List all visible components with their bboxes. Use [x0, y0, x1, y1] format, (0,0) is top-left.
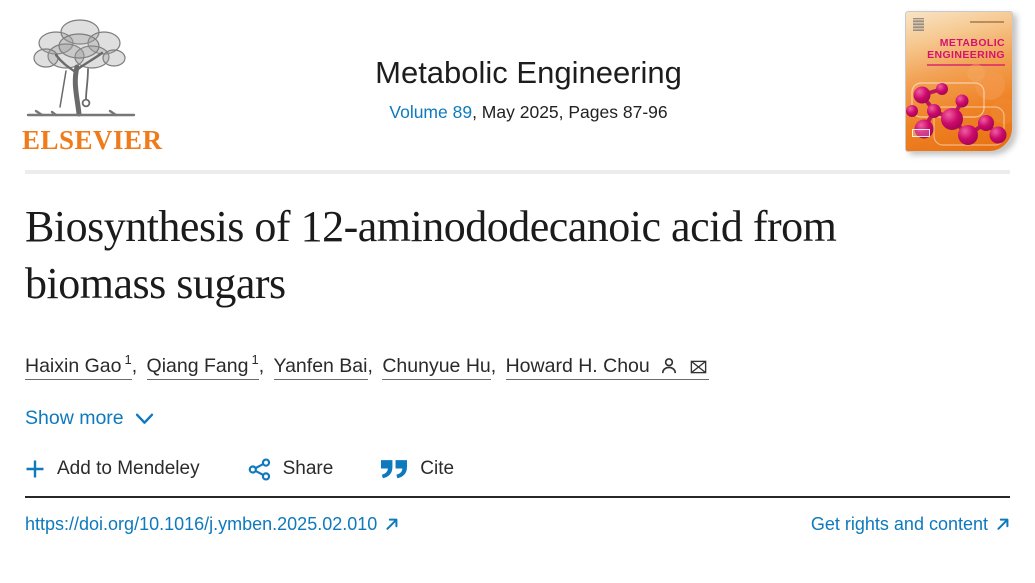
author-link[interactable]: Haixin Gao 1 [25, 352, 132, 380]
cite-quote-icon [381, 459, 408, 478]
author-affiliation-sup: 1 [124, 352, 132, 367]
author-name: Qiang Fang [146, 354, 249, 377]
author-link[interactable]: Qiang Fang 1 [146, 352, 259, 380]
author-separator: , [367, 354, 379, 377]
share-button[interactable]: Share [248, 457, 334, 481]
author-name: Haixin Gao [25, 354, 122, 377]
cite-button[interactable]: Cite [381, 458, 454, 480]
doi-text: https://doi.org/10.1016/j.ymben.2025.02.… [25, 513, 378, 534]
rights-text: Get rights and content [810, 513, 988, 534]
show-more-label: Show more [25, 406, 124, 429]
rights-link[interactable]: Get rights and content [811, 514, 1010, 535]
cover-journal-title: METABOLIC ENGINEERING [927, 37, 1005, 66]
author-affiliation-sup: 1 [251, 352, 259, 367]
author-separator: , [258, 354, 270, 377]
author-name: Yanfen Bai [273, 354, 368, 377]
share-icon [248, 457, 270, 481]
header-divider [25, 170, 1010, 174]
envelope-icon[interactable] [688, 358, 709, 376]
external-link-icon [997, 518, 1009, 530]
volume-link[interactable]: Volume 89 [389, 102, 473, 122]
elsevier-tree-icon [26, 19, 136, 117]
cover-issue-microtext [970, 21, 1004, 23]
show-more-button[interactable]: Show more [25, 407, 154, 430]
cover-subtitle-rule [927, 64, 1005, 66]
author-link[interactable]: Chunyue Hu [382, 354, 491, 380]
links-row: https://doi.org/10.1016/j.ymben.2025.02.… [25, 514, 1010, 535]
journal-banner: ELSEVIER Metabolic Engineering Volume 89… [0, 0, 1035, 156]
journal-title-link[interactable]: Metabolic Engineering [375, 55, 682, 90]
author-separator: , [490, 354, 502, 377]
article-header: Biosynthesis of 12-aminododecanoic acid … [0, 198, 1035, 481]
cover-society-logo [912, 129, 930, 137]
doi-link[interactable]: https://doi.org/10.1016/j.ymben.2025.02.… [25, 514, 399, 535]
journal-cover-thumbnail[interactable]: METABOLIC ENGINEERING [905, 11, 1013, 152]
author-name: Chunyue Hu [382, 354, 491, 377]
issue-info: , May 2025, Pages 87-96 [472, 102, 668, 122]
elsevier-logo[interactable]: ELSEVIER [22, 11, 163, 156]
plus-icon [26, 460, 44, 478]
author-link[interactable]: Yanfen Bai [273, 354, 368, 380]
volume-line: Volume 89, May 2025, Pages 87-96 [152, 102, 905, 123]
cover-publisher-stamp-icon [913, 18, 924, 31]
author-link[interactable]: Howard H. Chou [505, 354, 709, 380]
journal-meta: Metabolic Engineering Volume 89, May 202… [152, 11, 905, 123]
elsevier-wordmark: ELSEVIER [22, 125, 163, 155]
external-link-icon [386, 518, 398, 530]
add-to-mendeley-button[interactable]: Add to Mendeley [25, 458, 200, 480]
section-divider [25, 495, 1010, 498]
action-toolbar: Add to Mendeley Share [25, 457, 1010, 481]
add-to-mendeley-label: Add to Mendeley [57, 458, 200, 479]
share-label: Share [282, 458, 334, 479]
author-name: Howard H. Chou [505, 354, 650, 377]
cite-label: Cite [420, 458, 455, 479]
article-title: Biosynthesis of 12-aminododecanoic acid … [25, 202, 837, 308]
person-icon[interactable] [659, 356, 679, 376]
author-separator: , [131, 354, 143, 377]
chevron-down-icon [135, 413, 153, 424]
cover-molecule-art [906, 64, 1012, 146]
author-list: Haixin Gao 1, Qiang Fang 1, Yanfen Bai, Ch… [25, 352, 1010, 380]
